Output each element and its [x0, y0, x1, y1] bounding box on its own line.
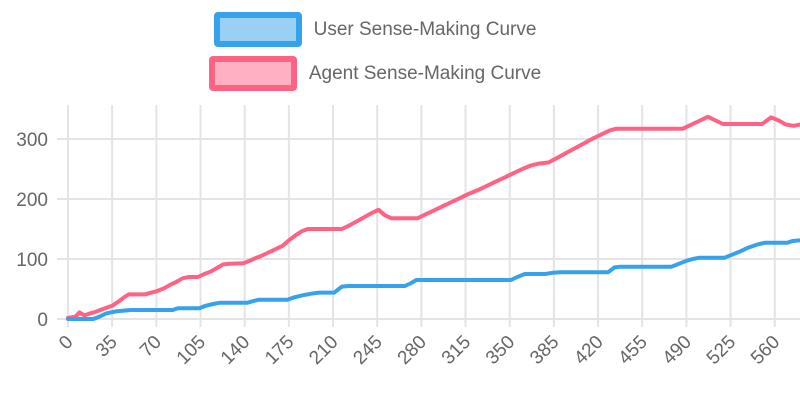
- legend-label-agent: Agent Sense-Making Curve: [308, 63, 542, 84]
- x-tick-label: 35: [92, 332, 122, 362]
- x-tick-label: 210: [305, 332, 342, 369]
- legend-label-user: User Sense-Making Curve: [313, 19, 537, 40]
- series-lines: [66, 114, 800, 321]
- x-tick-label: 420: [570, 332, 607, 369]
- x-tick-label: 140: [217, 332, 254, 369]
- x-tick-label: 0: [55, 332, 77, 354]
- legend-swatch-agent-icon: [208, 56, 297, 91]
- series-line-agent: [66, 114, 800, 320]
- series-line-user: [66, 238, 800, 321]
- x-tick-label: 560: [747, 332, 784, 369]
- x-tick-label: 280: [394, 332, 431, 369]
- x-tick-label: 315: [438, 332, 475, 369]
- x-tick-label: 525: [703, 332, 740, 369]
- y-tick-label: 100: [16, 250, 48, 271]
- x-tick-label: 105: [173, 332, 210, 369]
- y-tick-label: 300: [16, 130, 48, 151]
- x-tick-label: 350: [482, 332, 519, 369]
- gridlines: [57, 105, 800, 327]
- y-tick-label: 0: [37, 310, 48, 331]
- legend-swatch-user-icon: [213, 12, 302, 47]
- x-tick-label: 245: [349, 332, 386, 369]
- legend-item-agent[interactable]: Agent Sense-Making Curve: [208, 56, 542, 91]
- axis-tick-labels: 0 100 200 300 0 35 70 105 140 175 210 245 280 315 350 3…: [16, 130, 784, 369]
- x-tick-label: 385: [526, 332, 563, 369]
- legend-item-user[interactable]: User Sense-Making Curve: [213, 12, 537, 47]
- x-tick-label: 490: [659, 332, 696, 369]
- x-tick-label: 455: [615, 332, 652, 369]
- chart-legend: User Sense-Making Curve Agent Sense-Maki…: [0, 12, 775, 91]
- x-tick-label: 70: [136, 332, 166, 362]
- x-tick-label: 175: [261, 332, 298, 369]
- y-tick-label: 200: [16, 190, 48, 211]
